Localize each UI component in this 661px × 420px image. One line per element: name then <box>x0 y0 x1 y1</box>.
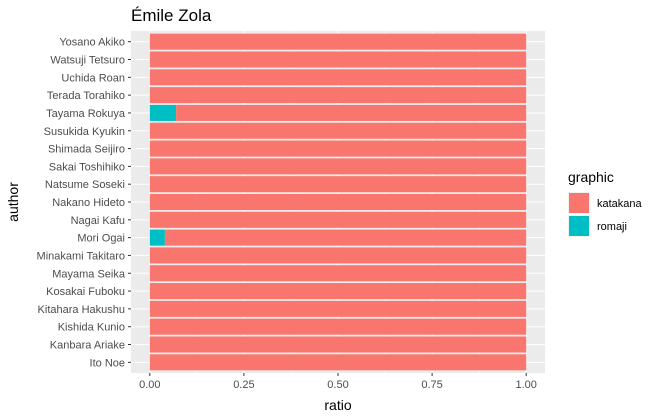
bar-romaji <box>149 229 165 246</box>
y-tick-label: Susukida Kyukin <box>44 126 125 138</box>
y-tick-label: Ito Noe <box>90 357 125 369</box>
x-tick-label: 1.00 <box>515 379 536 391</box>
y-tick-label: Sakai Toshihiko <box>49 161 125 173</box>
chart-title: Émile Zola <box>131 6 212 25</box>
y-tick-label: Minakami Takitaro <box>37 250 125 262</box>
y-tick-label: Yosano Akiko <box>59 37 125 49</box>
y-axis: Yosano Akiko Watsuji Tetsuro Uchida Roan Te… <box>37 37 131 369</box>
bar-katakana <box>149 122 527 139</box>
bar-katakana <box>149 176 527 193</box>
y-tick-label: Terada Torahiko <box>47 90 125 102</box>
bar-katakana <box>176 104 527 121</box>
bar-katakana <box>149 51 527 68</box>
y-tick-label: Shimada Seijiro <box>48 144 125 156</box>
bar-katakana <box>149 318 527 335</box>
x-axis-title: ratio <box>324 397 351 413</box>
y-tick-label: Kitahara Hakushu <box>38 304 125 316</box>
y-tick-label: Nakano Hideto <box>52 197 125 209</box>
bar-katakana <box>149 247 527 264</box>
bar-katakana <box>149 211 527 228</box>
x-tick-label: 0.25 <box>233 379 254 391</box>
bar-katakana <box>149 87 527 104</box>
y-axis-title: author <box>5 182 21 222</box>
y-tick-label: Natsume Soseki <box>45 179 125 191</box>
bar-katakana <box>164 229 527 246</box>
legend-label-katakana: katakana <box>597 198 643 210</box>
y-tick-label: Watsuji Tetsuro <box>50 55 125 67</box>
x-tick-label: 0.75 <box>421 379 442 391</box>
bar-katakana <box>149 265 527 282</box>
legend-title: graphic <box>568 169 614 185</box>
bar-katakana <box>149 354 527 371</box>
y-tick-label: Kanbara Ariake <box>50 340 125 352</box>
bar-katakana <box>149 300 527 317</box>
legend-key-katakana <box>569 193 589 213</box>
legend-label-romaji: romaji <box>597 221 627 233</box>
bar-katakana <box>149 140 527 157</box>
bar-katakana <box>149 33 527 50</box>
y-tick-label: Mayama Seika <box>52 268 126 280</box>
bar-katakana <box>149 283 527 300</box>
bar-katakana <box>149 69 527 86</box>
bar-layer <box>149 33 527 371</box>
legend-key-romaji <box>569 216 589 236</box>
x-tick-label: 0.50 <box>327 379 348 391</box>
y-tick-label: Kishida Kunio <box>58 322 125 334</box>
bar-katakana <box>149 193 527 211</box>
bar-katakana <box>149 336 527 353</box>
x-axis: 0.00 0.25 0.50 0.75 1.00 <box>139 373 537 391</box>
x-tick-label: 0.00 <box>139 379 160 391</box>
legend: graphic katakana romaji <box>568 169 643 237</box>
y-tick-label: Tayama Rokuya <box>46 108 126 120</box>
bar-romaji <box>149 104 177 121</box>
y-tick-label: Mori Ogai <box>77 233 125 245</box>
bar-katakana <box>149 158 527 175</box>
y-tick-label: Uchida Roan <box>61 72 125 84</box>
y-tick-label: Kosakai Fuboku <box>46 286 125 298</box>
y-tick-label: Nagai Kafu <box>71 215 125 227</box>
